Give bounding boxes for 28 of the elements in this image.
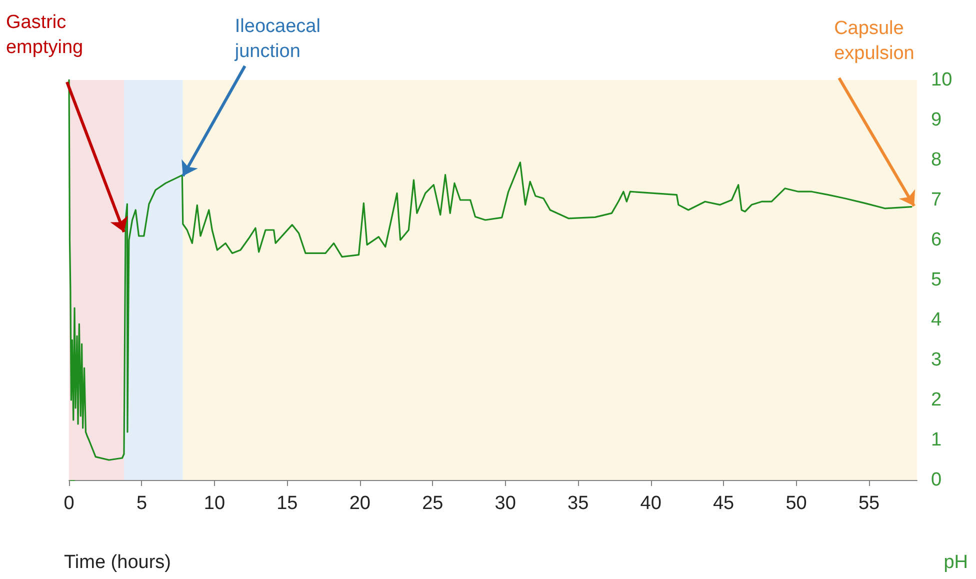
x-tick-label: 55 — [858, 493, 880, 514]
y-tick-label: 9 — [931, 110, 942, 130]
y-tick-label: 0 — [931, 470, 942, 490]
y-tick-label: 2 — [931, 390, 942, 410]
x-tick-label: 20 — [349, 493, 370, 514]
y-tick-label: 7 — [931, 190, 942, 210]
x-tick-label: 10 — [204, 493, 226, 514]
x-tick-label: 0 — [64, 493, 74, 514]
y-tick-label: 4 — [931, 310, 942, 330]
y-tick-label: 5 — [931, 270, 942, 290]
y-tick-label: 1 — [931, 430, 942, 450]
annotation: Capsule expulsion — [834, 18, 914, 64]
x-axis-title: Time (hours) — [64, 552, 171, 573]
x-tick-label: 35 — [568, 493, 589, 514]
y-tick-label: 10 — [931, 70, 952, 90]
x-tick-label: 25 — [422, 493, 444, 514]
y-tick-label: 3 — [931, 350, 942, 370]
x-tick-label: 30 — [494, 493, 516, 514]
x-tick-label: 15 — [276, 493, 298, 514]
x-tick-label: 5 — [136, 493, 148, 514]
x-tick-label: 45 — [712, 493, 734, 514]
annotation: Ileocaecal junction — [234, 16, 326, 62]
y-axis-title: pH — [944, 552, 968, 573]
x-tick-label: 40 — [640, 493, 662, 514]
y-tick-label: 6 — [931, 230, 942, 250]
x-tick-label: 50 — [786, 493, 807, 514]
annotation: Gastric emptying — [6, 12, 84, 58]
y-tick-label: 8 — [931, 150, 942, 170]
